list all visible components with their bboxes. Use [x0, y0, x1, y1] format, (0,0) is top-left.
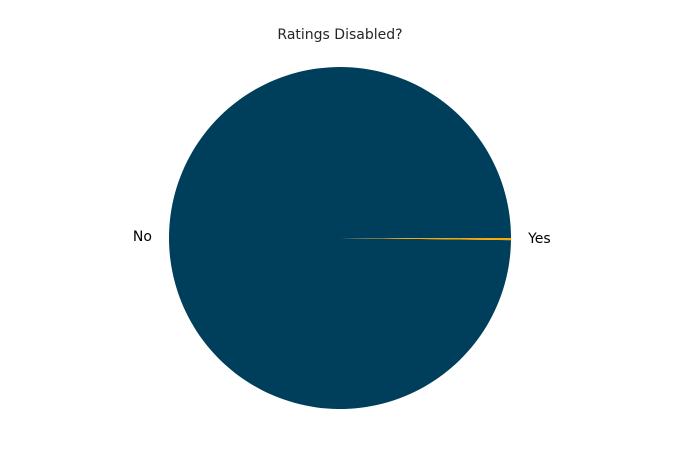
chart-title: Ratings Disabled?: [277, 27, 403, 43]
pie-slice-no: [169, 67, 511, 410]
pie-label-yes: Yes: [527, 231, 551, 247]
pie-slice-yes: [340, 238, 511, 241]
pie-label-no: No: [133, 229, 152, 245]
